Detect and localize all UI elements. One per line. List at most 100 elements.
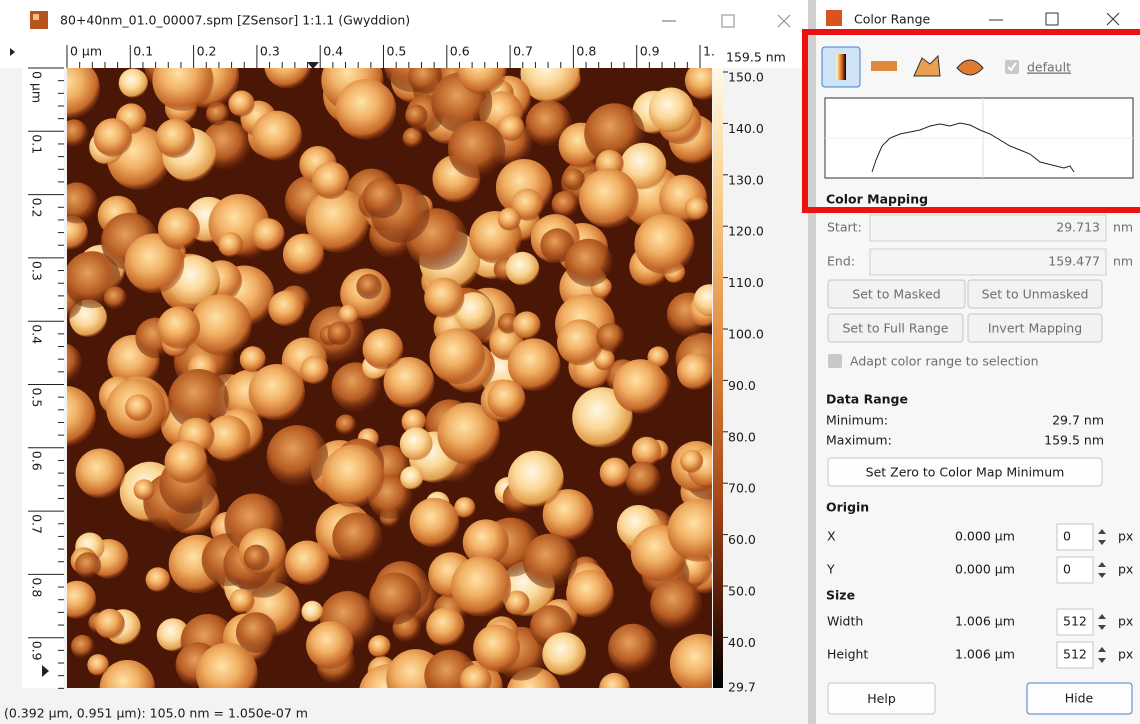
left-ruler-label: 0.1 — [30, 134, 45, 154]
top-ruler-label: 0 µm — [70, 44, 102, 59]
particle — [322, 445, 384, 507]
row-label: Height — [827, 647, 868, 662]
particle — [336, 414, 357, 435]
particle — [285, 541, 329, 585]
color-bar — [713, 68, 723, 688]
color-scale-label: 29.7 — [728, 680, 756, 695]
field-unit: nm — [1113, 220, 1133, 235]
color-scale-label: 50.0 — [728, 584, 756, 599]
section-heading: Color Mapping — [826, 192, 928, 207]
particle — [312, 162, 349, 199]
color-scale-label: 40.0 — [728, 635, 756, 650]
particle — [252, 218, 285, 251]
field-label: Maximum: — [826, 433, 892, 448]
top-ruler-label: 1. — [703, 44, 715, 59]
left-ruler-label: 0.8 — [30, 577, 45, 597]
particle — [158, 208, 200, 250]
screen: 80+40nm_01.0_00007.spm [ZSensor] 1:1.1 (… — [0, 0, 1140, 724]
left-ruler-label: 0.6 — [30, 451, 45, 471]
mode-icon — [836, 54, 846, 80]
particle — [306, 621, 354, 669]
particle — [557, 319, 603, 365]
particle — [498, 208, 521, 231]
particle — [565, 239, 613, 287]
field-unit: nm — [1113, 254, 1133, 269]
particle — [685, 197, 709, 221]
unmasked-button-label: Set to Unmasked — [982, 287, 1089, 302]
particle — [369, 573, 421, 625]
section-heading: Data Range — [826, 392, 908, 407]
zero-button-label: Set Zero to Color Map Minimum — [866, 465, 1065, 480]
particle — [410, 498, 460, 548]
particle — [680, 450, 703, 473]
row-value: 1.006 µm — [955, 614, 1015, 629]
particle — [613, 359, 667, 413]
left-ruler-label: 0.5 — [30, 388, 45, 408]
particle — [506, 252, 540, 286]
spin-unit: px — [1118, 562, 1133, 577]
particle — [430, 328, 486, 384]
particle — [600, 458, 630, 488]
particle — [400, 427, 433, 460]
particle — [608, 624, 658, 674]
particle — [596, 323, 624, 351]
mode-icon — [871, 61, 897, 71]
full-range-button-label: Set to Full Range — [843, 321, 949, 336]
particle — [339, 304, 359, 324]
particle — [451, 556, 511, 616]
particle — [513, 311, 541, 339]
top-ruler-label: 0.4 — [323, 44, 343, 59]
spin-unit: px — [1118, 647, 1133, 662]
color-scale-label: 120.0 — [728, 224, 764, 239]
top-ruler-label: 0.6 — [450, 44, 470, 59]
masked-button-label: Set to Masked — [852, 287, 940, 302]
help-button-label: Help — [867, 691, 896, 706]
particle — [566, 570, 614, 618]
particle — [508, 451, 564, 507]
color-scale-label: 90.0 — [728, 378, 756, 393]
field-label: Start: — [827, 220, 862, 235]
top-ruler-label: 0.8 — [576, 44, 596, 59]
particle — [542, 632, 586, 676]
app-icon-detail — [33, 14, 39, 20]
top-ruler-label: 0.3 — [260, 44, 280, 59]
left-ruler-label: 0.4 — [30, 324, 45, 344]
tool-icon — [826, 10, 842, 26]
top-ruler-label: 0.1 — [133, 44, 153, 59]
field-value: 159.477 — [1048, 254, 1100, 269]
particle — [268, 291, 304, 327]
particle — [267, 425, 328, 486]
window-gap — [808, 0, 816, 724]
particle — [75, 552, 101, 578]
particle — [523, 534, 578, 589]
spin-value: 512 — [1063, 614, 1087, 629]
row-value: 1.006 µm — [955, 647, 1015, 662]
left-ruler-label: 0.9 — [30, 641, 45, 661]
particle — [400, 466, 423, 489]
adapt-checkbox[interactable] — [828, 354, 842, 368]
particle — [677, 353, 714, 390]
particle — [125, 394, 152, 421]
color-scale-label: 110.0 — [728, 275, 764, 290]
particle — [218, 232, 243, 257]
particle — [146, 567, 171, 592]
row-value: 0.000 µm — [955, 529, 1015, 544]
top-ruler-label: 0.2 — [197, 44, 217, 59]
particle — [634, 214, 694, 274]
spin-value: 512 — [1063, 647, 1087, 662]
status-text: (0.392 µm, 0.951 µm): 105.0 nm = 1.050e-… — [4, 706, 308, 721]
color-scale-label: 60.0 — [728, 532, 756, 547]
window-title: 80+40nm_01.0_00007.spm [ZSensor] 1:1.1 (… — [60, 13, 410, 28]
field-label: End: — [827, 254, 855, 269]
adapt-label: Adapt color range to selection — [850, 354, 1039, 369]
color-scale-label: 140.0 — [728, 121, 764, 136]
particle — [244, 545, 270, 571]
left-ruler-label: 0.3 — [30, 261, 45, 281]
particle — [649, 88, 694, 133]
spin-unit: px — [1118, 614, 1133, 629]
dialog-title: Color Range — [854, 12, 931, 27]
particle — [300, 356, 328, 384]
particle — [156, 119, 195, 158]
particle — [552, 191, 579, 218]
particle — [230, 589, 255, 614]
